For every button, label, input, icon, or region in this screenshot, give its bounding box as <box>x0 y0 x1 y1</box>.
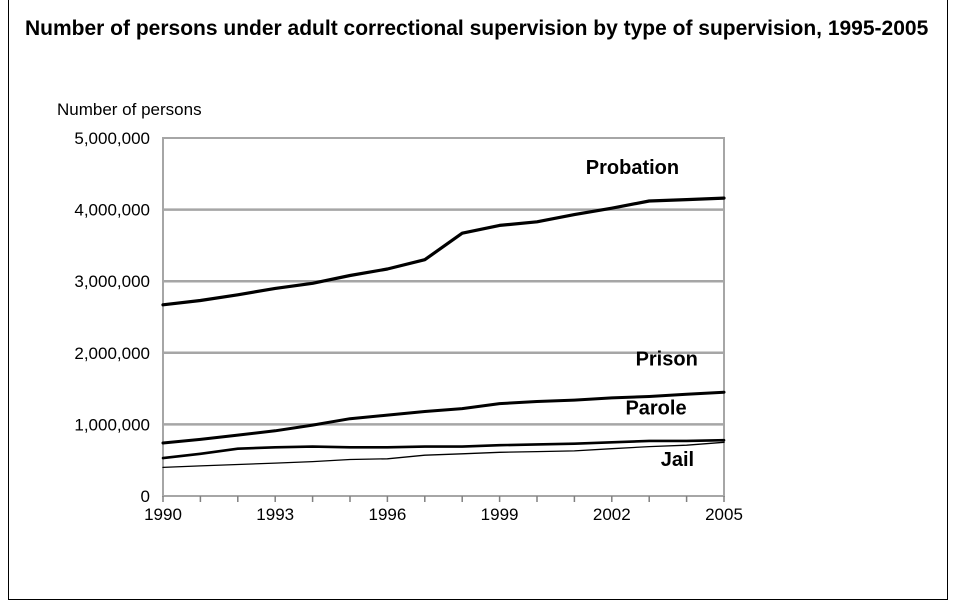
x-axis-ticks <box>162 496 725 502</box>
y-axis-tick-labels: 0 1,000,000 2,000,000 3,000,000 4,000,000 5,0… <box>74 129 150 506</box>
x-tick-label: 2002 <box>593 505 631 524</box>
x-tick-label: 1999 <box>481 505 519 524</box>
series-labels: Probation Prison Parole Jail <box>586 157 698 471</box>
y-tick-label: 5,000,000 <box>74 129 150 148</box>
y-tick-label: 1,000,000 <box>74 415 150 434</box>
x-tick-label: 1990 <box>144 505 182 524</box>
x-tick-label: 1993 <box>256 505 294 524</box>
series-label-prison: Prison <box>636 349 698 371</box>
chart-title: Number of persons under adult correction… <box>25 17 929 40</box>
series-lines <box>161 196 726 469</box>
series-label-parole: Parole <box>625 397 686 419</box>
y-tick-label: 3,000,000 <box>74 272 150 291</box>
y-tick-label: 4,000,000 <box>74 201 150 220</box>
series-label-probation: Probation <box>586 157 679 179</box>
y-tick-label: 2,000,000 <box>74 344 150 363</box>
grid-lines <box>163 208 724 426</box>
series-label-jail: Jail <box>661 449 694 471</box>
plot-area <box>162 137 725 497</box>
series-line-probation <box>161 196 726 307</box>
y-axis-label: Number of persons <box>57 100 202 119</box>
x-tick-label: 2005 <box>705 505 743 524</box>
x-axis-tick-labels: 1990 1993 1996 1999 2002 2005 <box>144 505 743 524</box>
series-line-parole <box>161 438 726 460</box>
series-line-prison <box>161 390 726 445</box>
y-tick-label: 0 <box>141 487 150 506</box>
series-line-jail <box>162 441 725 469</box>
x-tick-label: 1996 <box>368 505 406 524</box>
